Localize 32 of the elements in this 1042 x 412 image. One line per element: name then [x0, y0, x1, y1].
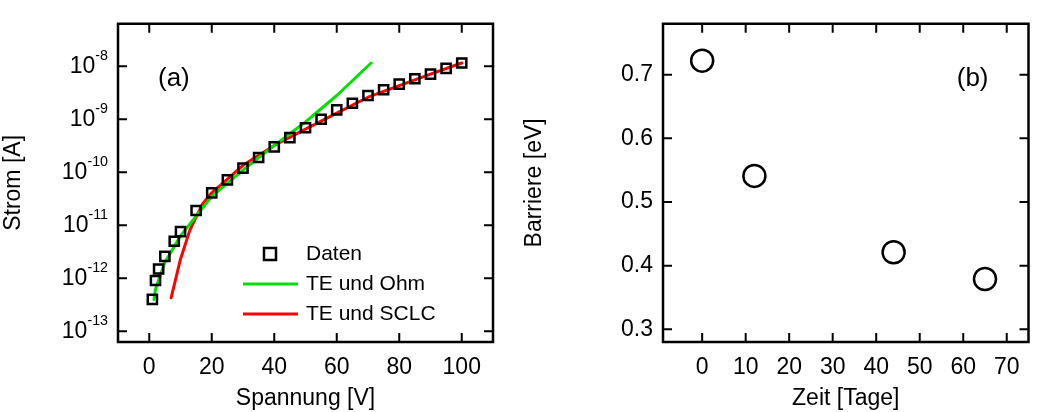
y-axis-title: Barriere [eV]: [520, 118, 547, 248]
x-tick-label: 60: [323, 353, 350, 380]
annotation: (a): [158, 61, 190, 92]
point: [881, 240, 906, 265]
y-tick-label: 0.3: [621, 314, 653, 341]
x-tick-label: 60: [950, 353, 977, 380]
y-axis-title: Strom [A]: [0, 134, 26, 231]
y-tick-label: 0.7: [621, 60, 653, 87]
x-axis-title: Zeit [Tage]: [792, 383, 900, 410]
y-tick-label: 0.4: [621, 250, 654, 277]
x-tick-label: 40: [261, 353, 288, 380]
x-tick-label: 0: [695, 353, 709, 380]
legend-label: Daten: [306, 240, 363, 264]
legend-label: TE und Ohm: [306, 270, 426, 294]
point: [972, 266, 998, 292]
x-tick-label: 70: [993, 353, 1020, 380]
x-tick-label: 20: [776, 353, 802, 380]
legend-label: TE und SCLC: [306, 300, 436, 324]
point: [689, 48, 715, 73]
x-tick-label: 0: [142, 353, 156, 380]
x-tick-label: 40: [863, 353, 890, 380]
x-tick-label: 30: [819, 353, 846, 380]
annotation: (b): [956, 61, 989, 92]
point: [742, 163, 767, 189]
x-tick-label: 10: [732, 353, 759, 380]
x-tick-label: 100: [442, 353, 481, 380]
x-tick-label: 20: [198, 353, 225, 380]
x-tick-label: 50: [906, 353, 933, 380]
y-tick-label: 0.6: [621, 123, 653, 150]
x-tick-label: 80: [386, 353, 413, 380]
y-tick-label: 0.5: [621, 187, 653, 214]
x-axis-title: Spannung [V]: [235, 383, 376, 410]
